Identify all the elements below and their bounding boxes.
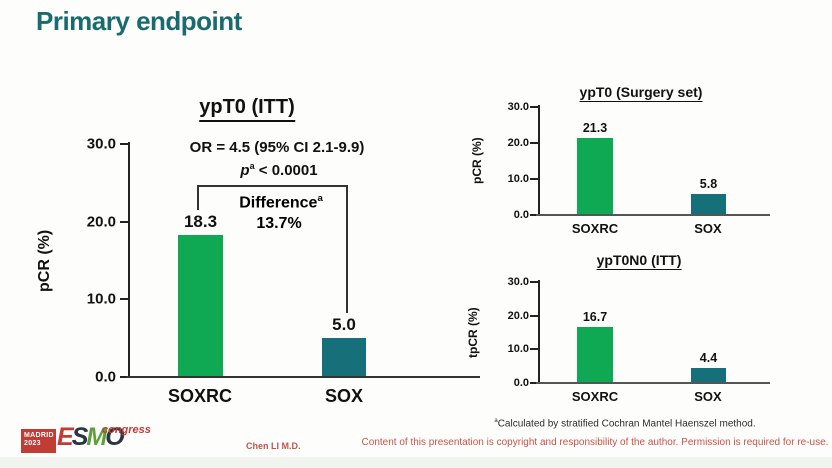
tick-label: 10.0 [507, 173, 529, 185]
bar-soxrc: 21.3 [577, 121, 613, 215]
plot-area: 30.0 20.0 10.0 0.0 18.3 5.0 SOXRC SOX [87, 136, 480, 406]
tick-label: 0.0 [513, 377, 529, 389]
bar-soxrc: 18.3 [178, 212, 223, 377]
tick-mark [530, 348, 538, 351]
bar-soxrc: 16.7 [577, 310, 613, 383]
tick-label: 10.0 [86, 290, 116, 308]
tick-label: 20.0 [507, 309, 529, 322]
y-axis-line [538, 280, 540, 383]
p-superscript: a [249, 161, 255, 171]
bar-value-label: 5.8 [699, 177, 718, 192]
tick-mark [120, 220, 128, 223]
y-axis-line [128, 142, 130, 377]
or-statistic: OR = 4.5 (95% CI 2.1-9.9) [189, 139, 365, 156]
p-value-statistic: pa < 0.0001 [240, 161, 317, 179]
bottom-strip [0, 457, 832, 468]
tick-mark [530, 314, 538, 317]
page-title: Primary endpoint [36, 6, 242, 36]
bar-value-label: 16.7 [582, 309, 608, 324]
tick-mark [120, 298, 128, 301]
category-label-soxrc: SOXRC [571, 221, 619, 236]
tick-label: 30.0 [86, 135, 116, 153]
bar-value-label: 5.0 [332, 315, 356, 335]
tick-mark [530, 141, 538, 144]
bar-sox: 4.4 [691, 351, 726, 383]
category-label-sox: SOX [694, 389, 722, 404]
y-axis-line [538, 105, 540, 215]
category-label-sox: SOX [324, 386, 364, 406]
tick-label: 20.0 [86, 213, 116, 231]
tick-label: 20.0 [507, 136, 529, 149]
tick-mark [530, 106, 538, 108]
p-symbol: p [240, 162, 250, 179]
chart-title: ypT0 (ITT) [199, 96, 295, 122]
tick-mark [120, 143, 128, 145]
tick-mark [530, 178, 538, 180]
p-threshold: < 0.0001 [254, 162, 318, 179]
tick-mark [530, 281, 538, 283]
difference-superscript: a [317, 193, 323, 204]
x-axis-line [536, 382, 770, 384]
bar-sox: 5.0 [322, 315, 366, 377]
tick-label: 0.0 [513, 209, 529, 221]
logo-year: 2023 [24, 440, 41, 448]
logo-location: MADRID [24, 432, 54, 439]
tick-mark [530, 382, 538, 384]
tick-label: 30.0 [507, 276, 529, 288]
copyright-notice: Content of this presentation is copyrigh… [361, 437, 829, 448]
category-label-soxrc: SOXRC [167, 386, 233, 406]
logo-esmo-wordmark: ESMO [57, 423, 125, 451]
tick-label: 10.0 [507, 343, 529, 356]
bar-value-label: 18.3 [183, 211, 218, 231]
x-axis-line [536, 214, 770, 216]
footnote-superscript: a [494, 418, 498, 424]
tick-mark [530, 214, 538, 216]
tick-label: 30.0 [507, 101, 529, 113]
tick-label: 0.0 [95, 368, 116, 386]
difference-label: Differencea [239, 193, 323, 212]
chart-title: ypT0 (Surgery set) [579, 84, 703, 102]
footnote: aCalculated by stratified Cochran Mantel… [494, 418, 756, 430]
category-label-soxrc: SOXRC [571, 389, 619, 404]
category-label-sox: SOX [694, 221, 722, 236]
x-axis-line [126, 376, 480, 378]
logo-congress-text: congress [102, 424, 151, 436]
comparison-bracket-top [197, 185, 348, 187]
logo-madrid-2023-box: MADRID 2023 [21, 429, 56, 453]
bar-sox: 5.8 [691, 177, 726, 215]
comparison-bracket-left-leg [197, 185, 199, 210]
bar-value-label: 21.3 [582, 121, 608, 136]
tick-mark [120, 376, 128, 378]
chart-title: ypT0N0 (ITT) [596, 252, 682, 270]
plot-area: 30.0 20.0 10.0 0.0 16.7 4.4 SOXRC SOX [508, 276, 770, 404]
comparison-bracket-right-leg [346, 185, 348, 313]
bar-value-label: 4.4 [699, 351, 718, 366]
y-axis-label: pCR (%) [470, 137, 484, 185]
y-axis-label: tpCR (%) [466, 307, 480, 358]
difference-value: 13.7% [256, 215, 302, 232]
presenter-name: Chen LI M.D. [246, 441, 301, 451]
y-axis-label: pCR (%) [36, 229, 53, 292]
plot-area: 30.0 20.0 10.0 0.0 21.3 5.8 SOXRC SOX [508, 101, 770, 236]
